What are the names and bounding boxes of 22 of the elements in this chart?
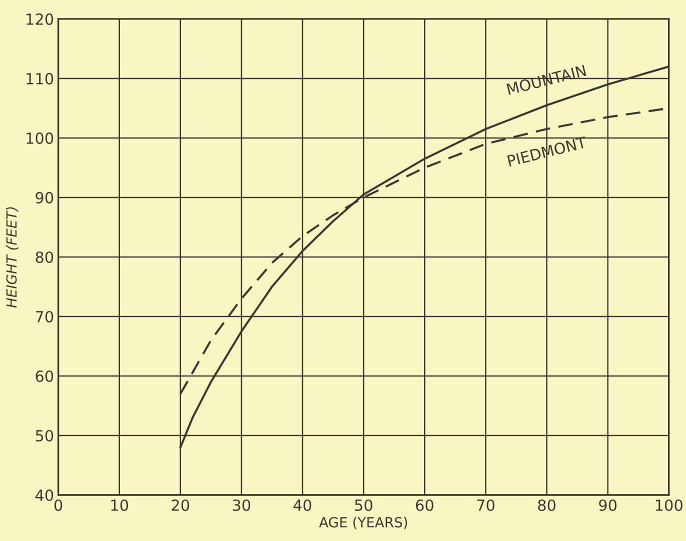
y-axis-title: HEIGHT (FEET) [6, 207, 18, 308]
x-tick-label: 20 [172, 499, 190, 512]
y-tick-label: 60 [36, 370, 54, 382]
x-tick-label: 70 [477, 499, 494, 512]
x-tick-label: 90 [599, 499, 616, 512]
y-tick-label: 100 [26, 132, 54, 144]
x-axis-title: AGE (YEARS) [319, 516, 408, 530]
y-tick-label: 120 [26, 13, 54, 25]
y-tick-label: 110 [26, 72, 54, 84]
x-tick-label: 50 [355, 499, 372, 512]
x-tick-label: 40 [294, 499, 312, 512]
y-tick-label: 50 [36, 430, 54, 442]
y-tick-label: 90 [36, 192, 54, 204]
x-tick-label: 60 [416, 499, 434, 512]
x-tick-label: 100 [656, 499, 682, 512]
y-tick-label: 40 [35, 489, 54, 502]
y-tick-label: 80 [36, 251, 54, 263]
y-tick-label: 70 [36, 310, 54, 323]
x-tick-label: 0 [54, 499, 62, 512]
x-tick-label: 80 [538, 499, 556, 512]
x-tick-label: 10 [111, 499, 128, 512]
x-tick-label: 30 [232, 499, 250, 512]
